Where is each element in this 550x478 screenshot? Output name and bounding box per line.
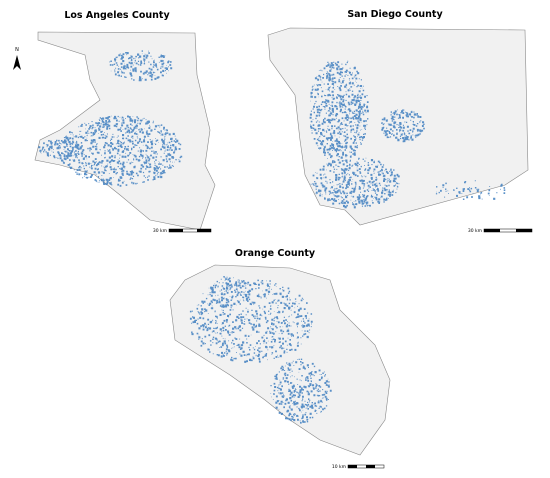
map-title: San Diego County	[347, 9, 443, 20]
scale-segment	[197, 229, 211, 232]
scale-bar: 30 km	[468, 228, 533, 234]
scale-label: 10 km	[332, 464, 346, 470]
scale-bar: 30 km	[153, 228, 212, 234]
scale-segment	[516, 229, 532, 232]
network-patches	[38, 50, 506, 424]
north-arrow-shape	[13, 55, 21, 70]
la-county-outline	[34, 31, 216, 231]
scale-bar: 10 km	[332, 464, 385, 470]
scale-label: 30 km	[153, 228, 167, 234]
scale-segment	[348, 465, 357, 468]
sd-county-outline	[267, 27, 529, 226]
scale-segment	[484, 229, 500, 232]
orange-county-outline	[169, 264, 391, 456]
scale-segment	[169, 229, 183, 232]
north-arrow: N	[13, 47, 21, 70]
scale-segment	[366, 465, 375, 468]
scale-label: 30 km	[468, 228, 482, 234]
map-title: Los Angeles County	[64, 10, 170, 21]
north-label: N	[15, 47, 19, 53]
map-title: Orange County	[235, 248, 316, 259]
